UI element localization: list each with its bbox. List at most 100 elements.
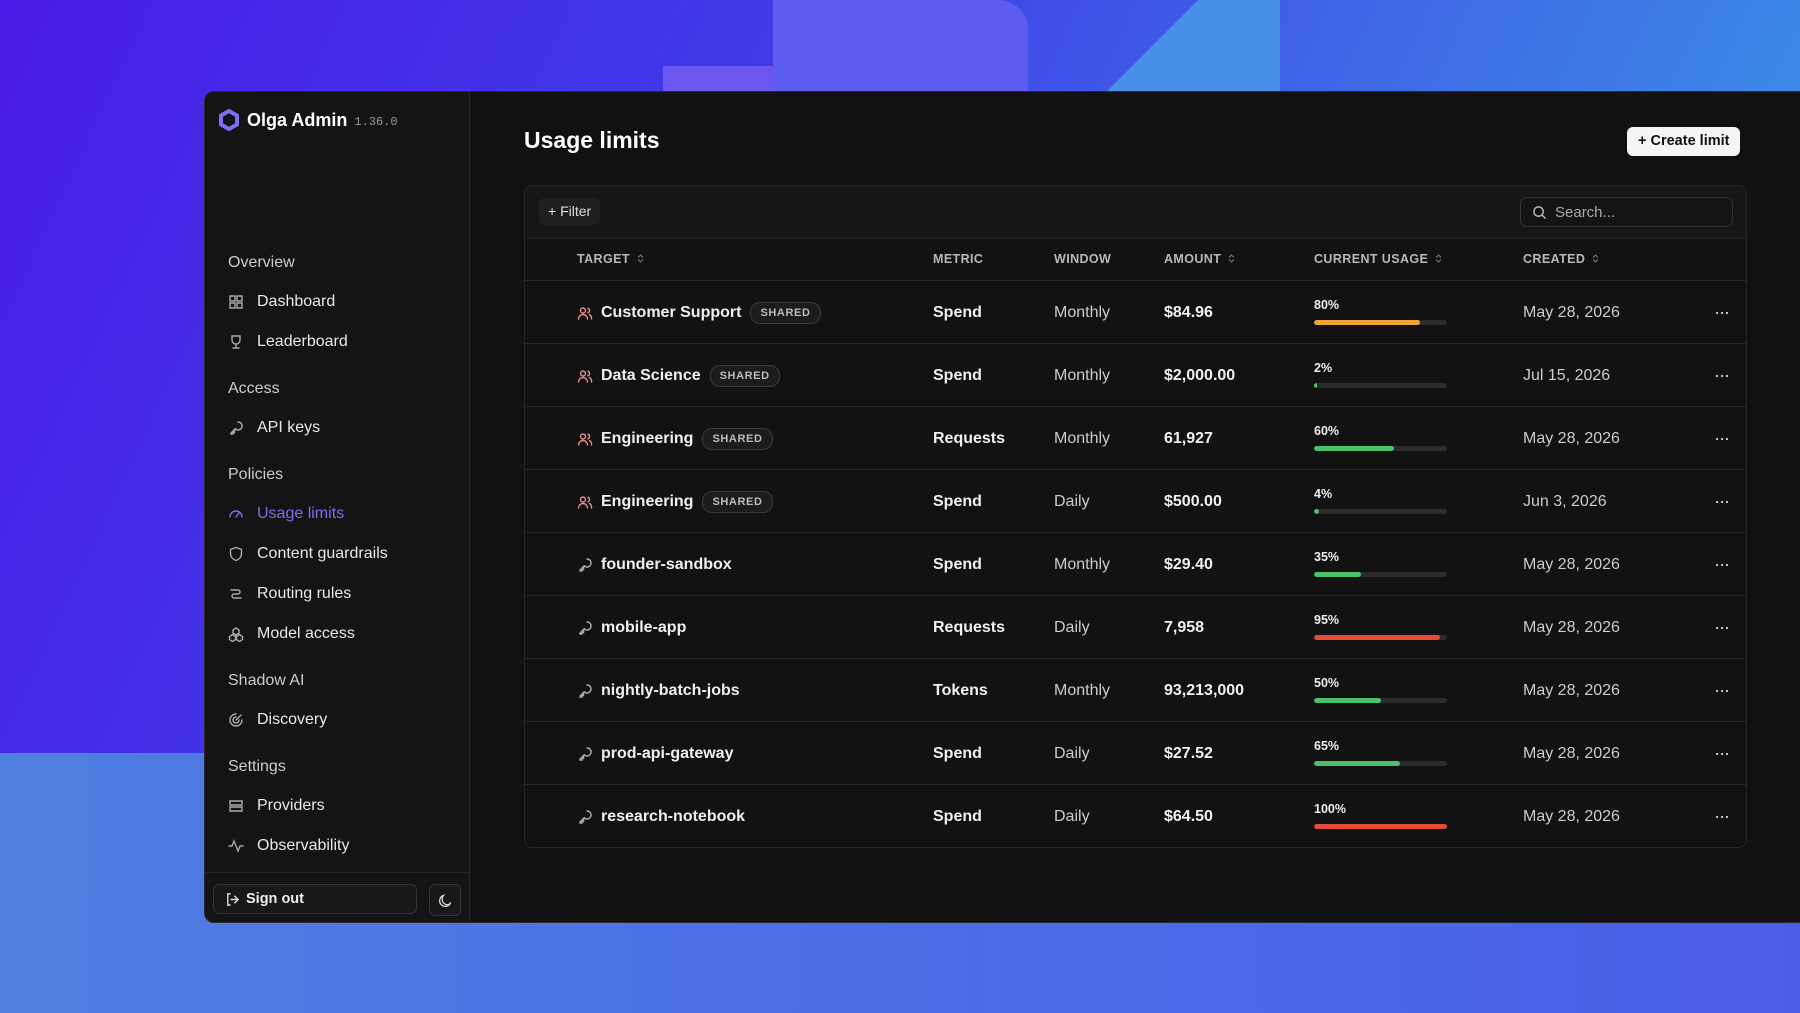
amount-cell: $84.96 (1164, 304, 1213, 321)
metric-cell: Requests (933, 430, 1006, 447)
icon-path (579, 557, 592, 572)
icon (230, 589, 242, 599)
row-menu[interactable] (1714, 305, 1730, 321)
target-cell: Engineering SHARED (577, 470, 773, 533)
target-name: Engineering (601, 430, 694, 447)
row-menu[interactable] (1714, 368, 1730, 384)
created-cell: May 28, 2026 (1523, 745, 1620, 762)
icon (1436, 254, 1442, 263)
brand-logo (219, 109, 239, 131)
search-input[interactable]: Search... (1520, 197, 1733, 227)
row-menu[interactable] (1714, 746, 1730, 762)
icon (1533, 205, 1547, 219)
target-cell: Customer Support SHARED (577, 281, 821, 344)
table-header: TARGET METRIC WINDOW AMOUNT CURRENT USAGE CRE… (525, 238, 1746, 280)
nav-item[interactable]: Model access (208, 614, 466, 654)
window-cell: Monthly (1054, 430, 1111, 447)
nav-item[interactable]: Providers (208, 786, 466, 826)
usage-bar (1314, 635, 1441, 640)
shared-badge: SHARED (750, 301, 821, 324)
nav-item-label: Model access (257, 625, 355, 642)
target-cell: Engineering SHARED (577, 407, 773, 470)
sidebar: Olga Admin 1.36.0 Overview Dashboard Leade… (205, 92, 470, 922)
icon (577, 369, 593, 383)
nav-item[interactable]: Content guardrails (208, 534, 466, 574)
row-menu[interactable] (1714, 557, 1730, 573)
icon-path (229, 295, 243, 309)
icon (229, 546, 243, 562)
usage-track (1314, 383, 1447, 388)
nav-group-title: Settings (228, 758, 286, 775)
icon-path (230, 589, 242, 599)
usage-bar (1314, 572, 1361, 577)
column-header[interactable]: AMOUNT (1164, 238, 1237, 280)
icon (577, 432, 593, 446)
column-header[interactable]: CURRENT USAGE (1314, 238, 1444, 280)
app-window: Olga Admin 1.36.0 Overview Dashboard Leade… (204, 91, 1800, 923)
icon-path (579, 683, 592, 698)
table-row: mobile-app Requests Daily 7,958 95% May 28, 2… (525, 595, 1746, 659)
shared-badge: SHARED (702, 490, 773, 513)
icon (577, 495, 593, 509)
icon (230, 421, 243, 435)
usage-label: 50% (1314, 676, 1340, 690)
amount-cell: 93,213,000 (1164, 682, 1245, 699)
shared-badge: SHARED (702, 427, 773, 450)
usage-track (1314, 572, 1447, 577)
table-row: Customer Support SHARED Spend Monthly $84.96… (525, 280, 1746, 344)
toolbar: + Filter Search... (525, 186, 1746, 239)
nav-item[interactable]: Leaderboard (208, 322, 466, 362)
row-menu[interactable] (1714, 809, 1730, 825)
icon (1593, 254, 1599, 263)
usage-bar (1314, 698, 1381, 703)
window-cell: Monthly (1054, 304, 1111, 321)
icon (438, 893, 451, 907)
icon-path (579, 746, 592, 761)
row-menu[interactable] (1714, 431, 1730, 447)
table-row: founder-sandbox Spend Monthly $29.40 35% May … (525, 532, 1746, 596)
metric-cell: Spend (933, 304, 982, 321)
icon (229, 295, 243, 309)
row-menu[interactable] (1714, 683, 1730, 699)
table-row: Engineering SHARED Requests Monthly 61,927 60… (525, 406, 1746, 470)
nav-item-label: Routing rules (257, 585, 352, 602)
nav-item[interactable]: Discovery (208, 700, 466, 740)
nav-item[interactable]: API keys (208, 408, 466, 448)
version: 1.36.0 (354, 114, 398, 129)
page-title: Usage limits (524, 127, 660, 153)
filter-button[interactable]: + Filter (539, 198, 601, 225)
target-name: nightly-batch-jobs (601, 682, 740, 699)
target-cell: research-notebook (577, 785, 745, 847)
icon-path (579, 620, 592, 635)
icon (1715, 752, 1729, 756)
amount-cell: $27.52 (1164, 745, 1213, 762)
sign-out-button[interactable]: Sign out (213, 884, 417, 914)
column-header: METRIC (933, 238, 983, 280)
icon (577, 306, 593, 320)
nav-item[interactable]: Dashboard (208, 282, 466, 322)
row-menu[interactable] (1714, 494, 1730, 510)
nav-item[interactable]: Usage limits (208, 494, 466, 534)
usage-bar (1314, 824, 1447, 829)
usage-bar (1314, 383, 1317, 388)
icon-path (231, 335, 241, 349)
target-name: mobile-app (601, 619, 687, 636)
divider (205, 872, 469, 873)
nav-item[interactable]: Observability (208, 826, 466, 866)
metric-cell: Spend (933, 556, 982, 573)
icon (1715, 437, 1729, 441)
nav-item[interactable]: Routing rules (208, 574, 466, 614)
nav-group: Settings Providers Observability (208, 748, 466, 866)
create-button[interactable]: + Create limit (1627, 127, 1741, 156)
column-header[interactable]: CREATED (1523, 238, 1601, 280)
column-label: TARGET (577, 252, 630, 266)
theme-toggle[interactable] (429, 884, 461, 916)
row-menu[interactable] (1714, 620, 1730, 636)
usage-bar (1314, 446, 1394, 451)
target-name: founder-sandbox (601, 556, 732, 573)
icon (1715, 563, 1729, 567)
icon-path (228, 839, 244, 853)
column-header[interactable]: TARGET (577, 238, 646, 280)
target-cell: Data Science SHARED (577, 344, 780, 407)
